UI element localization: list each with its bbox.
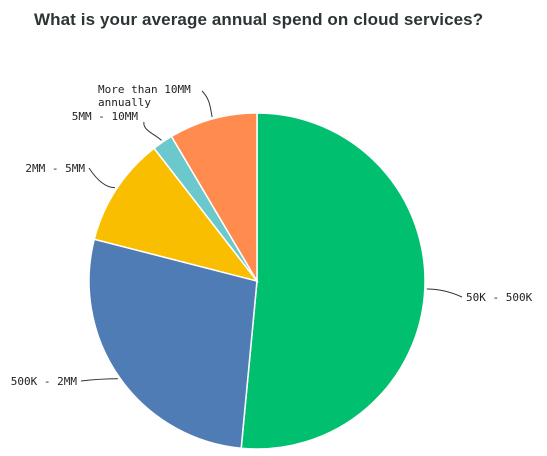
leader-line bbox=[426, 288, 463, 298]
pie-slice-50k-500k bbox=[240, 112, 426, 450]
slice-label: 500K - 2MM bbox=[11, 375, 78, 388]
slice-label: More than 10MM annually bbox=[98, 83, 191, 109]
pie-slice-2mm-5mm bbox=[93, 147, 259, 283]
leader-line bbox=[88, 167, 115, 189]
pie-slice-500k-2mm bbox=[88, 238, 258, 450]
leader-line bbox=[80, 378, 118, 382]
pie-slice-more-than-10mm-annually bbox=[170, 112, 258, 284]
slice-label: 2MM - 5MM bbox=[25, 162, 85, 175]
slice-label: 50K - 500K bbox=[466, 291, 533, 304]
leader-line bbox=[143, 121, 162, 141]
slice-label: 5MM - 10MM bbox=[72, 110, 139, 123]
leader-line bbox=[201, 90, 213, 118]
chart-title: What is your average annual spend on clo… bbox=[34, 10, 484, 29]
